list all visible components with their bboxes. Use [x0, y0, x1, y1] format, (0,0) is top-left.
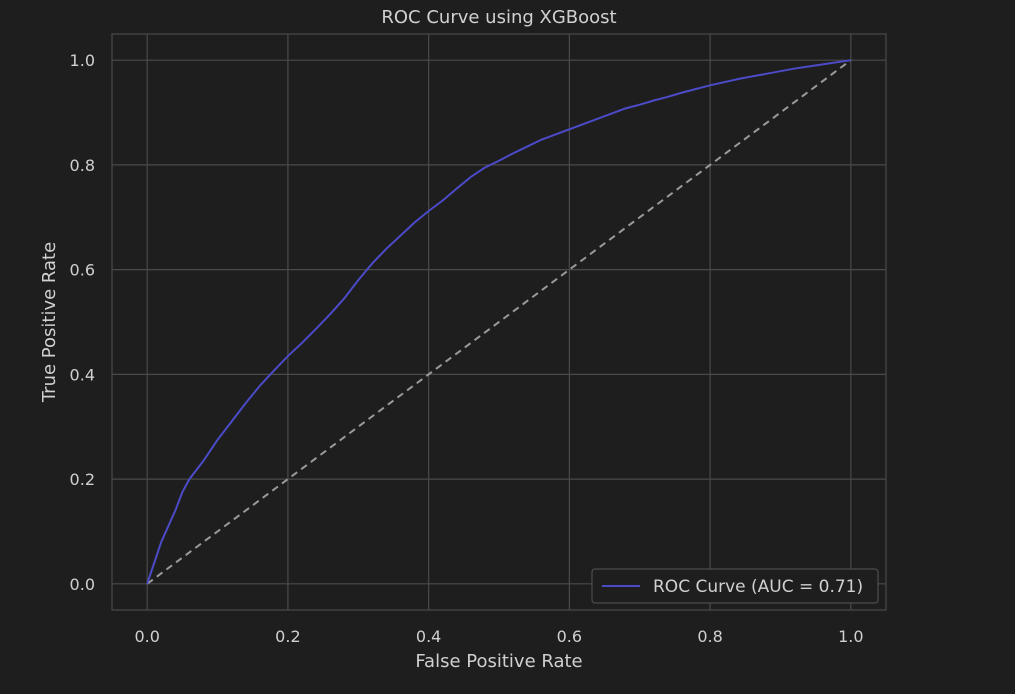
y-axis-label: True Positive Rate — [39, 242, 60, 403]
series-layer — [146, 59, 852, 585]
y-tick-label: 0.2 — [70, 470, 95, 489]
x-tick-labels: 0.0 0.2 0.4 0.6 0.8 1.0 — [134, 627, 863, 646]
y-tick-label: 0.6 — [70, 261, 95, 280]
x-tick-label: 1.0 — [838, 627, 863, 646]
y-tick-labels: 0.0 0.2 0.4 0.6 0.8 1.0 — [70, 51, 95, 594]
chart-title: ROC Curve using XGBoost — [381, 7, 616, 28]
x-tick-label: 0.6 — [557, 627, 582, 646]
diagonal-reference-line — [146, 59, 852, 585]
y-tick-label: 0.8 — [70, 156, 95, 175]
legend-box — [591, 568, 879, 604]
x-tick-label: 0.2 — [275, 627, 300, 646]
y-tick-label: 1.0 — [70, 51, 95, 70]
x-tick-label: 0.4 — [416, 627, 441, 646]
legend-label-roc: ROC Curve (AUC = 0.71) — [653, 577, 863, 597]
x-tick-label: 0.8 — [697, 627, 722, 646]
x-tick-label: 0.0 — [134, 627, 159, 646]
y-tick-label: 0.0 — [70, 575, 95, 594]
y-tick-label: 0.4 — [70, 365, 95, 384]
grid — [112, 34, 886, 610]
x-axis-label: False Positive Rate — [415, 651, 582, 672]
legend: ROC Curve (AUC = 0.71) — [591, 568, 879, 604]
axes-frame — [111, 33, 887, 611]
roc-curve-line — [146, 59, 851, 585]
